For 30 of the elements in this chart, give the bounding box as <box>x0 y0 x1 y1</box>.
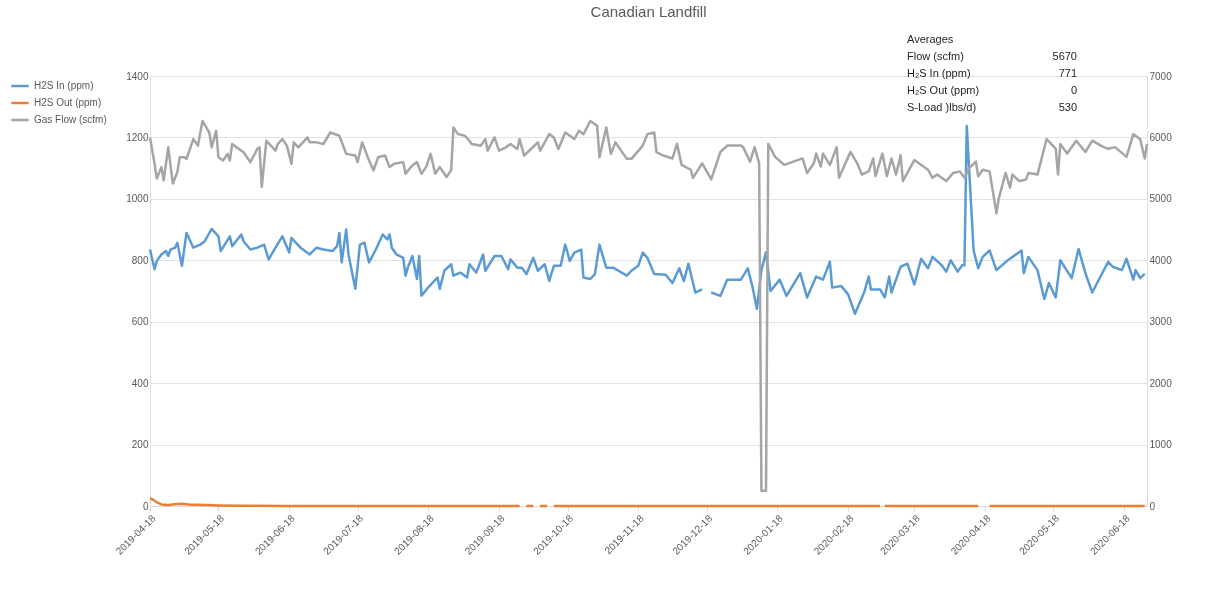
y2-tick-label: 2000 <box>1149 377 1173 389</box>
y-tick-label: 200 <box>131 439 149 451</box>
legend-label: H2S Out (ppm) <box>34 97 102 108</box>
y-tick-label: 1400 <box>126 70 149 82</box>
y-tick-label: 800 <box>131 254 149 266</box>
y2-tick-label: 6000 <box>1149 131 1173 143</box>
chart-title: Canadian Landfill <box>590 3 707 20</box>
legend-label: H2S In (ppm) <box>34 80 94 91</box>
y2-tick-label: 0 <box>1149 500 1156 512</box>
annotation: H₂S In (ppm) <box>907 67 971 79</box>
annotation: S-Load )lbs/d) <box>907 101 977 113</box>
y-tick-label: 0 <box>142 500 149 512</box>
annotation: 530 <box>1058 101 1077 113</box>
legend-label: Gas Flow (scfm) <box>34 114 107 125</box>
annotation: 771 <box>1058 67 1077 79</box>
y-tick-label: 600 <box>131 316 149 328</box>
text: 5670 <box>1052 50 1077 62</box>
line-series <box>148 119 1149 492</box>
y2-tick-label: 4000 <box>1149 254 1173 266</box>
y2-tick-label: 3000 <box>1149 316 1173 328</box>
y2-tick-label: 5000 <box>1149 193 1173 205</box>
y-tick-label: 1200 <box>126 131 149 143</box>
y-tick-label: 1000 <box>126 193 149 205</box>
annotation: 0 <box>1070 84 1077 96</box>
annotation: H₂S Out (ppm) <box>907 84 980 96</box>
y2-tick-label: 7000 <box>1149 70 1173 82</box>
text: Averages <box>907 33 954 45</box>
text: Flow (scfm) <box>907 50 964 62</box>
y2-tick-label: 1000 <box>1149 439 1173 451</box>
y-tick-label: 400 <box>131 377 149 389</box>
